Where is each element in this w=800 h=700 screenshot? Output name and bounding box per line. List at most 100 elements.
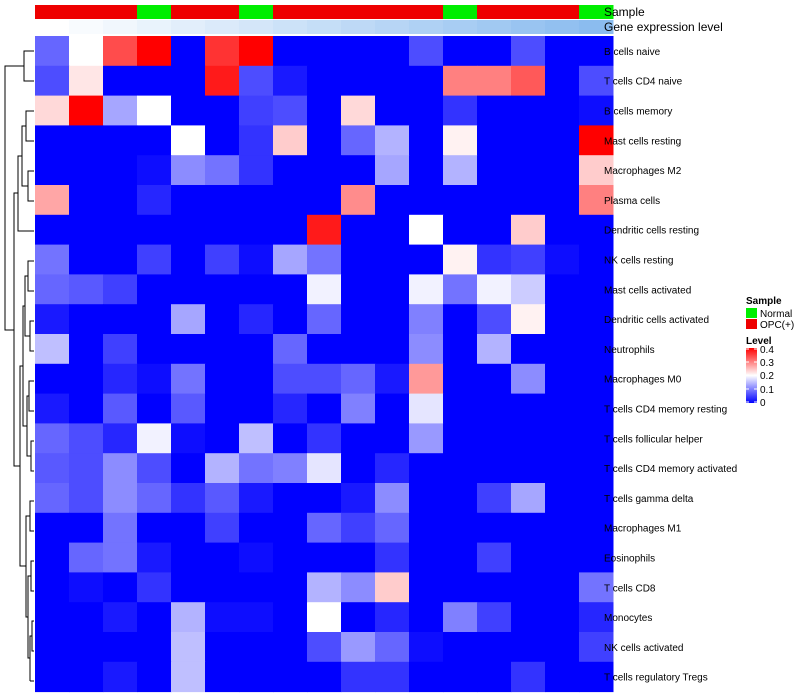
heatmap-cell bbox=[205, 214, 240, 246]
expression-annotation-cell bbox=[409, 20, 444, 34]
heatmap-cell bbox=[545, 632, 580, 663]
heatmap-cell bbox=[137, 244, 172, 275]
heatmap-cell bbox=[545, 155, 580, 186]
heatmap-cell bbox=[375, 453, 410, 484]
heatmap-cell bbox=[477, 155, 512, 186]
heatmap-cell bbox=[341, 185, 376, 216]
heatmap-cell bbox=[307, 125, 342, 156]
heatmap-cell bbox=[205, 334, 240, 365]
heatmap-cell bbox=[375, 393, 410, 424]
heatmap-cell bbox=[273, 453, 308, 484]
heatmap-cell bbox=[375, 36, 410, 67]
heatmap-cell bbox=[205, 125, 240, 156]
heatmap-cell bbox=[69, 572, 104, 603]
heatmap-cell bbox=[579, 393, 614, 424]
heatmap-cell bbox=[511, 65, 546, 97]
heatmap-cell bbox=[273, 423, 308, 454]
heatmap-cell bbox=[579, 423, 614, 454]
heatmap-cell bbox=[137, 334, 172, 365]
heatmap-cell bbox=[545, 572, 580, 603]
heatmap-cell bbox=[35, 602, 70, 633]
heatmap-cell bbox=[171, 36, 206, 67]
heatmap-cell bbox=[511, 125, 546, 156]
heatmap-cell bbox=[35, 334, 70, 365]
heatmap-cell bbox=[545, 304, 580, 335]
heatmap-cell bbox=[545, 602, 580, 633]
expression-annotation-cell bbox=[35, 20, 70, 34]
legend-opc-swatch bbox=[746, 319, 757, 329]
heatmap-cell bbox=[443, 36, 478, 67]
sample-annotation-bar bbox=[35, 5, 614, 19]
heatmap-cell bbox=[103, 423, 138, 454]
heatmap-cell bbox=[341, 572, 376, 603]
heatmap-cell bbox=[35, 572, 70, 603]
heatmap-cell bbox=[511, 542, 546, 573]
heatmap-cell bbox=[375, 125, 410, 156]
heatmap-cell bbox=[409, 483, 444, 514]
heatmap-cell bbox=[69, 244, 104, 275]
heatmap-cell bbox=[137, 274, 172, 305]
row-label: T cells follicular helper bbox=[604, 434, 703, 445]
heatmap-cell bbox=[409, 423, 444, 454]
heatmap-cell bbox=[341, 244, 376, 275]
row-label: Macrophages M1 bbox=[604, 524, 682, 535]
heatmap-cell bbox=[477, 393, 512, 424]
heatmap-cell bbox=[409, 363, 444, 395]
heatmap-cell bbox=[307, 185, 342, 216]
heatmap-cell bbox=[409, 334, 444, 365]
expression-annotation-cell bbox=[273, 20, 308, 34]
heatmap-cell bbox=[239, 572, 274, 603]
heatmap-cell bbox=[273, 244, 308, 275]
heatmap-cell bbox=[171, 632, 206, 663]
row-label: Eosinophils bbox=[604, 554, 655, 565]
heatmap-cell bbox=[103, 572, 138, 603]
heatmap-cell bbox=[341, 274, 376, 305]
heatmap-cell bbox=[511, 572, 546, 603]
heatmap-cell bbox=[103, 483, 138, 514]
heatmap-cell bbox=[579, 214, 614, 246]
sample-annotation-cell bbox=[307, 5, 342, 19]
heatmap-cell bbox=[307, 363, 342, 395]
heatmap-cell bbox=[171, 185, 206, 216]
heatmap-cell bbox=[137, 572, 172, 603]
sample-annotation-cell bbox=[35, 5, 70, 19]
heatmap-cell bbox=[171, 512, 206, 544]
heatmap-cell bbox=[171, 661, 206, 693]
heatmap-cell bbox=[103, 65, 138, 97]
heatmap-cell bbox=[307, 483, 342, 514]
legend-sample-title: Sample bbox=[746, 296, 782, 307]
heatmap-cell bbox=[35, 393, 70, 424]
heatmap-cell bbox=[273, 632, 308, 663]
heatmap-cell bbox=[545, 95, 580, 126]
heatmap-cell bbox=[35, 244, 70, 275]
heatmap-cell bbox=[545, 483, 580, 514]
heatmap-cell bbox=[511, 185, 546, 216]
row-label: T cells CD8 bbox=[604, 583, 656, 594]
heatmap-cell bbox=[443, 632, 478, 663]
heatmap-cell bbox=[341, 423, 376, 454]
heatmap-cell bbox=[205, 572, 240, 603]
heatmap-cell bbox=[103, 155, 138, 186]
heatmap-cell bbox=[69, 155, 104, 186]
heatmap-cell bbox=[375, 572, 410, 603]
heatmap-cell bbox=[137, 125, 172, 156]
heatmap-cell bbox=[511, 602, 546, 633]
expression-annotation-cell bbox=[545, 20, 580, 34]
heatmap-cell bbox=[35, 36, 70, 67]
heatmap-cell bbox=[443, 393, 478, 424]
heatmap-cell bbox=[545, 125, 580, 156]
heatmap-cell bbox=[205, 483, 240, 514]
heatmap-cell bbox=[239, 602, 274, 633]
heatmap-cell bbox=[409, 304, 444, 335]
heatmap-cell bbox=[273, 542, 308, 573]
heatmap-cell bbox=[69, 214, 104, 246]
heatmap-cell bbox=[375, 244, 410, 275]
heatmap-cell bbox=[375, 334, 410, 365]
expression-annotation-cell bbox=[443, 20, 478, 34]
heatmap-cell bbox=[409, 65, 444, 97]
heatmap-cell bbox=[205, 602, 240, 633]
heatmap-cell bbox=[307, 155, 342, 186]
heatmap-cell bbox=[409, 572, 444, 603]
expression-annotation-bar bbox=[35, 20, 614, 34]
heatmap-cell bbox=[341, 602, 376, 633]
